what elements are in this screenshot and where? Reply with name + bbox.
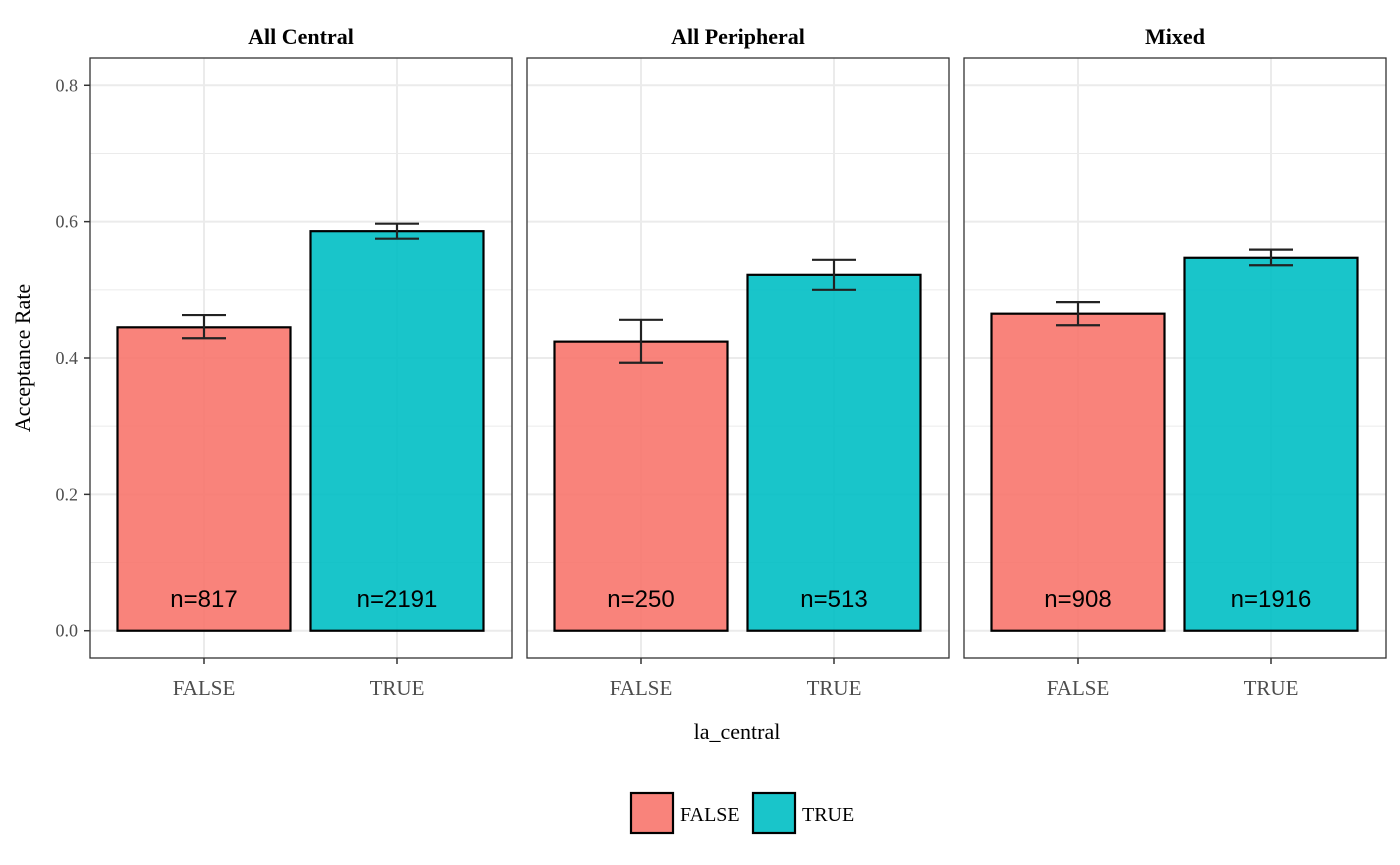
error-bar	[375, 222, 419, 240]
x-tick-label: FALSE	[610, 676, 673, 700]
y-axis-title: Acceptance Rate	[10, 284, 35, 432]
legend-item-false: FALSE	[629, 791, 740, 835]
x-tick-label: FALSE	[1047, 676, 1110, 700]
legend: FALSE TRUE	[629, 791, 854, 835]
facet-panel: All Central n=817 FALSE n=2191 TRUE	[89, 24, 513, 700]
legend-label: FALSE	[680, 804, 740, 826]
bar-count-label: n=817	[170, 586, 237, 613]
bar-false	[990, 312, 1166, 632]
legend-item-true: TRUE	[751, 791, 854, 835]
legend-swatch	[751, 791, 797, 835]
y-tick-label: 0.4	[56, 348, 79, 368]
y-tick-label: 0.6	[56, 212, 79, 232]
bar-count-label: n=1916	[1231, 586, 1312, 613]
legend-swatch	[629, 791, 675, 835]
error-bar	[812, 258, 856, 291]
facet-title: All Central	[248, 24, 354, 49]
y-tick-label: 0.2	[56, 484, 79, 504]
bar-false	[553, 340, 729, 632]
error-bar	[1056, 300, 1100, 327]
bar-count-label: n=2191	[357, 586, 438, 613]
bar-count-label: n=513	[800, 586, 867, 613]
bar-true	[1183, 256, 1359, 632]
y-tick-label: 0.8	[56, 75, 79, 95]
y-axis: 0.0 0.2 0.4 0.6 0.8	[56, 75, 90, 641]
error-bar	[1249, 248, 1293, 267]
bar-false	[116, 326, 292, 632]
facet-title: Mixed	[1145, 24, 1205, 49]
error-bar	[182, 313, 226, 340]
facet-panel: All Peripheral n=250 FALSE n=513 TRUE	[526, 24, 950, 700]
x-tick-label: FALSE	[173, 676, 236, 700]
bar-true	[309, 230, 485, 632]
bar-count-label: n=908	[1044, 586, 1111, 613]
facet-title: All Peripheral	[671, 24, 805, 49]
y-tick-label: 0.0	[56, 621, 79, 641]
x-tick-label: TRUE	[1244, 676, 1299, 700]
bar-count-label: n=250	[607, 586, 674, 613]
facet-panel: Mixed n=908 FALSE n=1916 TRUE	[963, 24, 1387, 700]
panel-border	[526, 57, 950, 659]
bar-true	[746, 273, 922, 632]
panel-border	[963, 57, 1387, 659]
x-axis-title: la_central	[694, 719, 781, 744]
x-tick-label: TRUE	[807, 676, 862, 700]
x-tick-label: TRUE	[370, 676, 425, 700]
error-bar	[619, 318, 663, 364]
legend-label: TRUE	[802, 804, 854, 826]
